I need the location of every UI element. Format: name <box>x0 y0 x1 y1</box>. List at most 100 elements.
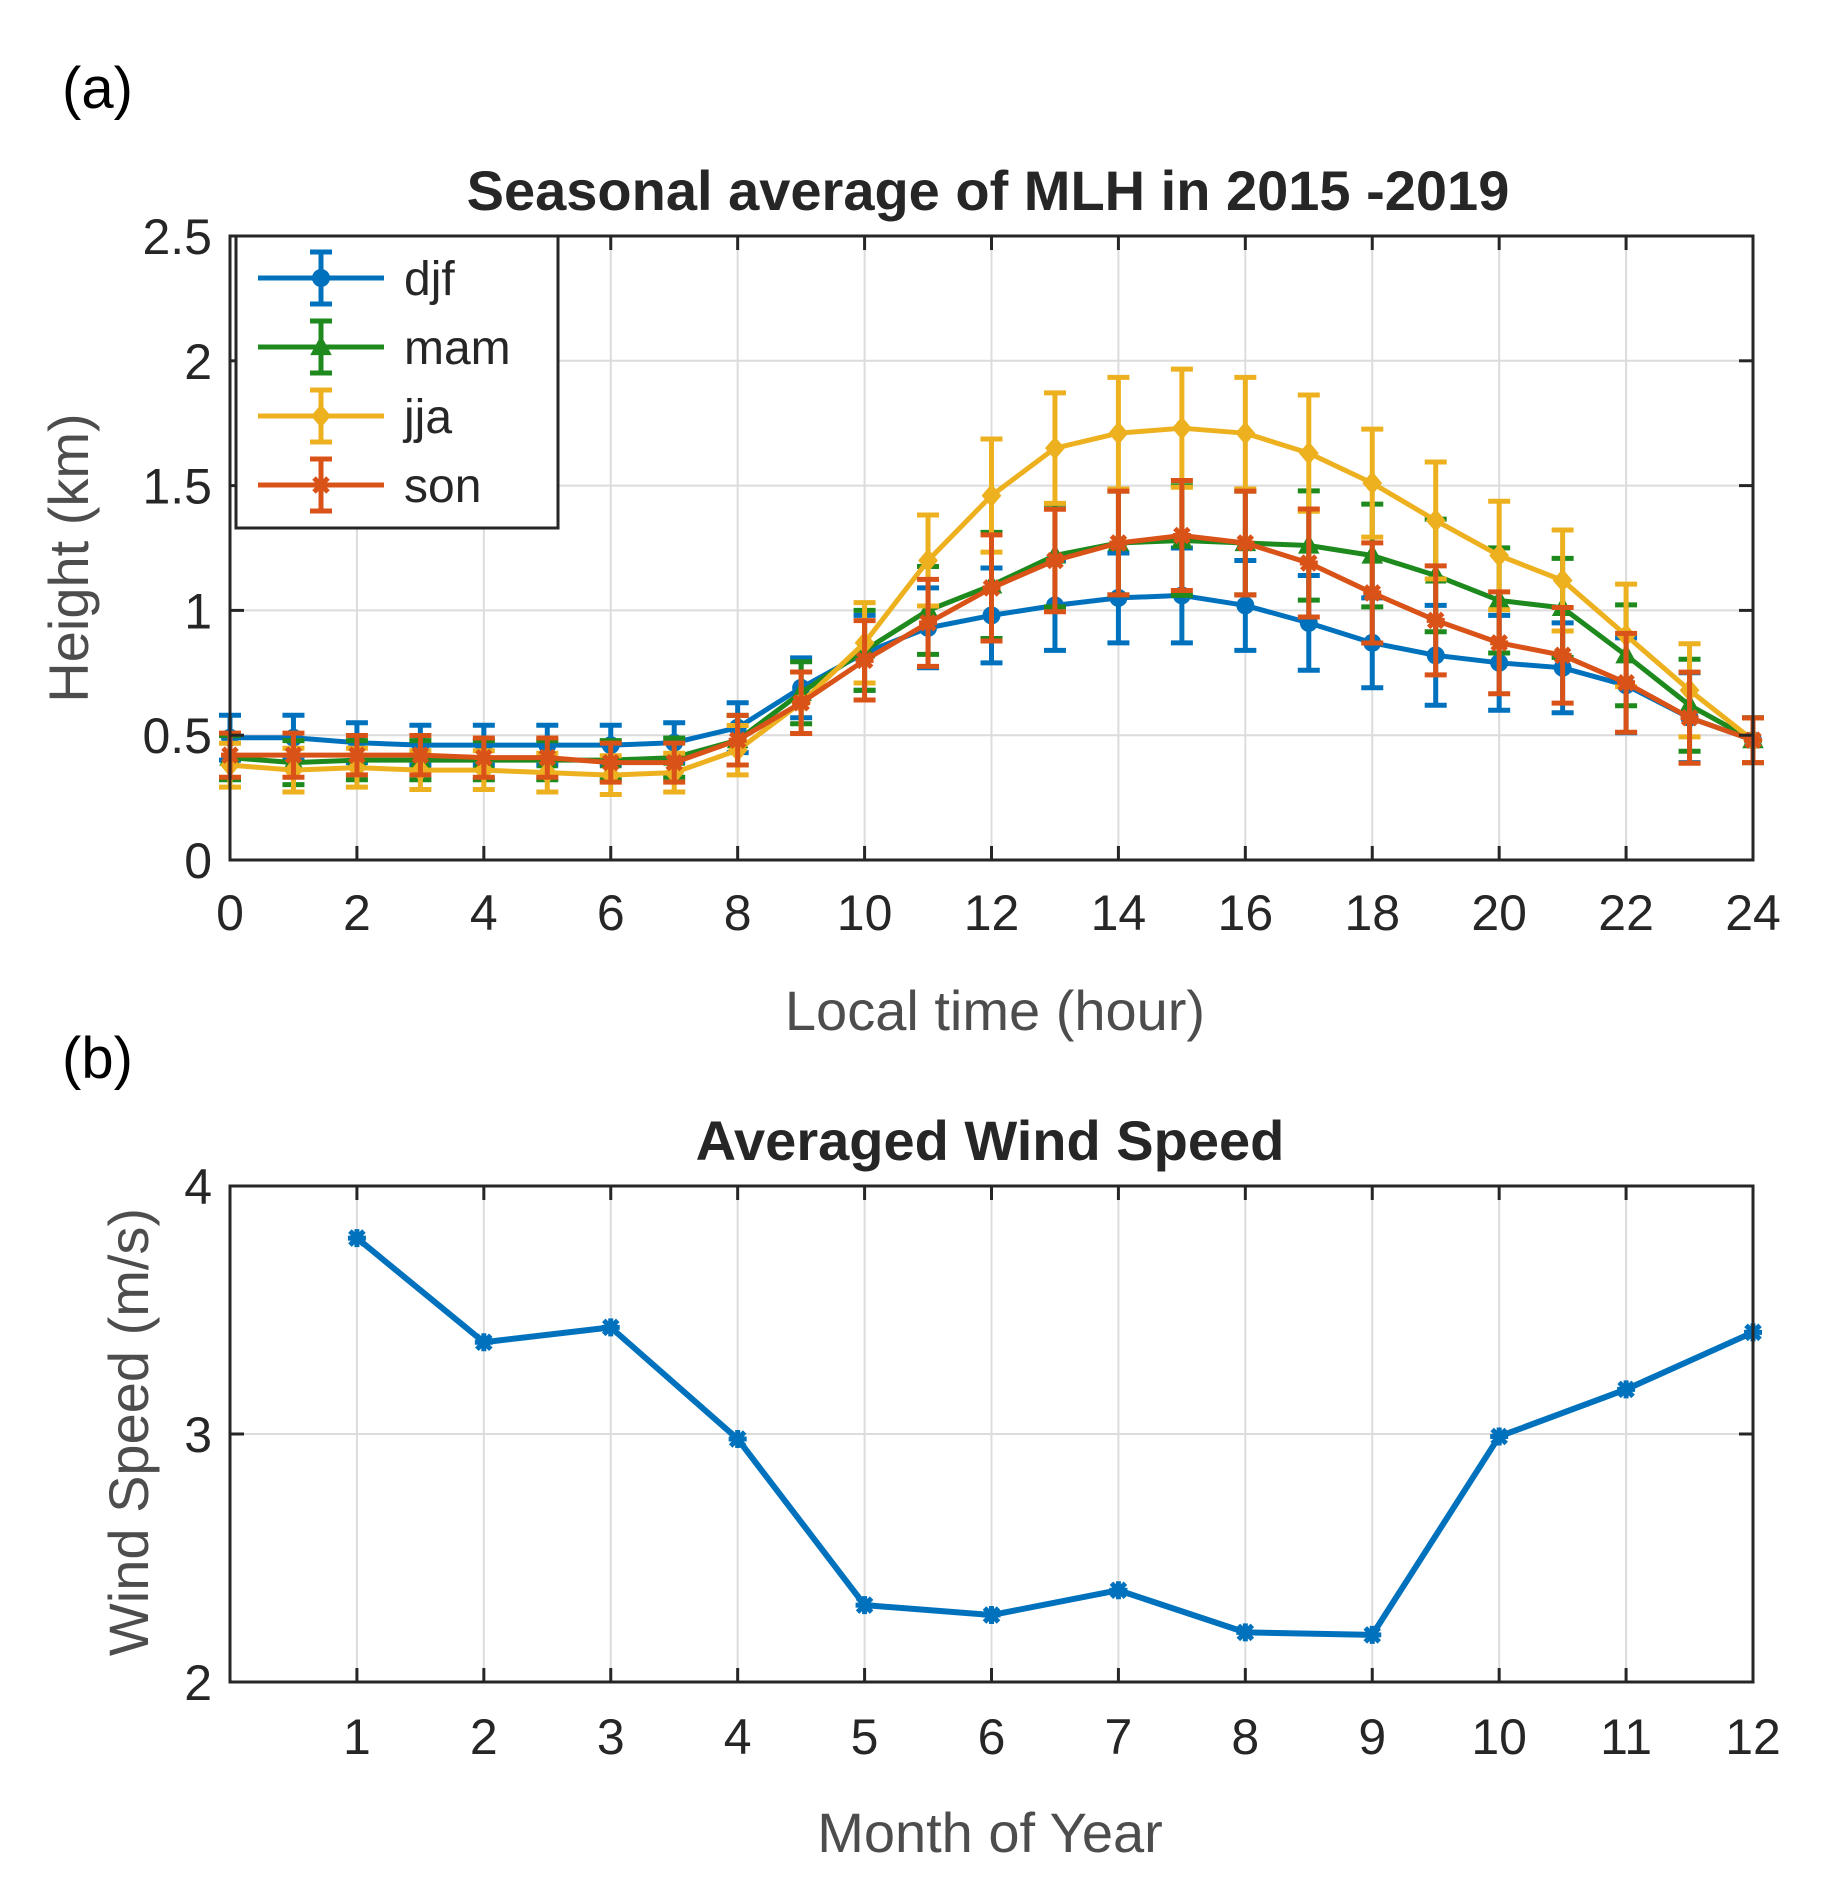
chart-a-plot: 0 2 4 6 8 10 12 14 16 18 20 22 2400.511.522.5djfmamj… <box>142 209 1780 941</box>
legend-marker-jja <box>311 404 331 428</box>
data-point <box>1299 553 1318 572</box>
x-tick-label: 11 <box>1600 1709 1652 1765</box>
x-tick-label: 1 <box>343 1709 371 1765</box>
data-point <box>855 1596 874 1615</box>
panel-b-label: (b) <box>62 1026 133 1091</box>
x-tick-label: 6 <box>978 1709 1006 1765</box>
data-point <box>855 651 874 670</box>
data-point <box>982 578 1001 597</box>
data-point <box>1236 1623 1255 1642</box>
y-tick-label: 0.5 <box>142 708 212 764</box>
data-point <box>1045 436 1065 460</box>
data-point <box>1109 534 1128 553</box>
x-tick-label: 9 <box>1358 1709 1386 1765</box>
chart-b-xlabel: Month of Year <box>817 1801 1163 1864</box>
legend-label-jja: jja <box>402 391 452 444</box>
data-point <box>981 483 1002 508</box>
legend-marker-mam <box>310 335 332 356</box>
data-point <box>1490 1427 1509 1446</box>
y-tick-label: 0 <box>184 833 212 889</box>
x-tick-label: 2 <box>343 885 371 941</box>
y-tick-label: 2 <box>184 1655 212 1711</box>
data-point <box>1298 441 1319 465</box>
legend-box <box>234 234 560 530</box>
data-point <box>919 613 938 632</box>
data-point <box>728 1429 747 1448</box>
x-tick-label: 0 <box>216 885 244 941</box>
data-point <box>1236 596 1255 615</box>
data-point <box>1363 1625 1382 1644</box>
x-tick-label: 18 <box>1344 885 1400 941</box>
data-point <box>474 1333 493 1352</box>
legend-marker-son <box>312 476 330 494</box>
series-wind-speed <box>347 1229 1762 1644</box>
data-point <box>918 548 938 573</box>
data-point <box>1236 534 1255 553</box>
x-tick-label: 5 <box>851 1709 879 1765</box>
data-point <box>1617 673 1636 692</box>
x-tick-label: 12 <box>964 885 1020 941</box>
data-point <box>1425 508 1446 533</box>
chart-b-ylabel: Wind Speed (m/s) <box>97 1208 160 1656</box>
x-tick-label: 7 <box>1105 1709 1133 1765</box>
data-point <box>347 746 366 765</box>
data-point <box>1426 611 1445 630</box>
legend: djf mam jja son <box>234 234 560 530</box>
data-point <box>601 753 620 772</box>
chart-a-xlabel: Local time (hour) <box>785 979 1205 1042</box>
x-tick-label: 10 <box>1471 1709 1527 1765</box>
x-tick-label: 20 <box>1471 885 1527 941</box>
x-tick-label: 16 <box>1218 885 1274 941</box>
data-point <box>1617 1380 1636 1399</box>
data-point <box>347 1229 366 1248</box>
data-point <box>1363 583 1382 602</box>
chart-a-title: Seasonal average of MLH in 2015 -2019 <box>467 159 1510 222</box>
data-point <box>1045 551 1064 570</box>
data-point <box>1489 543 1510 568</box>
x-tick-label: 3 <box>597 1709 625 1765</box>
data-point <box>474 748 493 767</box>
x-tick-label: 4 <box>470 885 498 941</box>
data-point <box>792 693 811 712</box>
chart-a-ylabel: Height (km) <box>37 413 100 702</box>
y-tick-label: 4 <box>184 1159 212 1215</box>
data-point <box>1109 1581 1128 1600</box>
data-point <box>601 1318 620 1337</box>
data-point <box>1172 526 1191 545</box>
legend-label-son: son <box>404 460 481 513</box>
data-point <box>1553 646 1572 665</box>
data-point <box>1235 421 1256 445</box>
data-point <box>1552 568 1573 593</box>
legend-marker-djf <box>312 269 330 287</box>
x-tick-label: 22 <box>1598 885 1654 941</box>
series-line-wind-speed <box>355 1235 1755 1638</box>
y-tick-label: 1 <box>184 583 212 639</box>
x-tick-label: 10 <box>837 885 893 941</box>
y-tick-label: 2 <box>184 334 212 390</box>
data-point <box>1108 421 1129 445</box>
x-tick-label: 14 <box>1091 885 1147 941</box>
data-point <box>411 746 430 765</box>
data-point <box>1680 708 1699 727</box>
data-point <box>538 748 557 767</box>
x-tick-label: 4 <box>724 1709 752 1765</box>
data-point <box>1362 471 1383 495</box>
x-tick-label: 6 <box>597 885 625 941</box>
legend-label-mam: mam <box>404 322 511 375</box>
data-point <box>665 753 684 772</box>
data-point <box>1171 416 1192 440</box>
y-tick-label: 1.5 <box>142 459 212 515</box>
y-tick-label: 3 <box>184 1407 212 1463</box>
x-tick-label: 12 <box>1725 1709 1781 1765</box>
panel-a-label: (a) <box>62 56 133 121</box>
x-tick-label: 24 <box>1725 885 1781 941</box>
data-point <box>1490 633 1509 652</box>
chart-b-title: Averaged Wind Speed <box>696 1109 1285 1172</box>
data-point <box>284 746 303 765</box>
legend-label-djf: djf <box>404 253 455 306</box>
x-tick-label: 8 <box>724 885 752 941</box>
data-point <box>982 1606 1001 1625</box>
x-tick-label: 2 <box>470 1709 498 1765</box>
